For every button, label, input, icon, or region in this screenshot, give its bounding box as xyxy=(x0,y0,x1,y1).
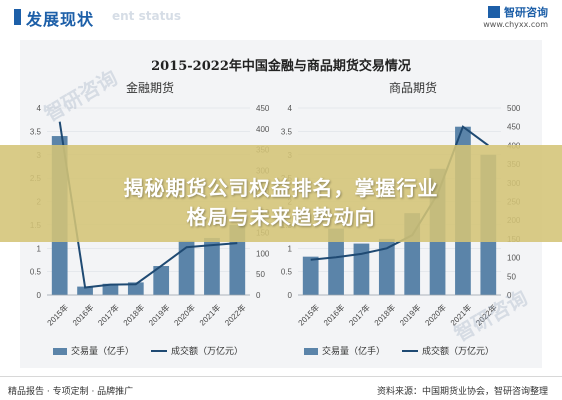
bar xyxy=(353,243,370,295)
bar xyxy=(178,240,195,295)
x-tick-label: 2018年 xyxy=(372,302,397,327)
x-tick-label: 2022年 xyxy=(223,302,248,327)
y-left-tick-label: 1 xyxy=(37,244,42,253)
y-right-tick-label: 450 xyxy=(507,123,521,132)
page-subtitle: ent status xyxy=(112,9,181,23)
y-right-tick-label: 100 xyxy=(256,249,270,258)
header-bar: 发展现状 ent status 智研咨询 www.chyxx.com xyxy=(0,0,562,32)
bar xyxy=(302,256,319,295)
brand-name: 智研咨询 xyxy=(483,4,548,20)
y-right-tick-label: 450 xyxy=(256,104,270,113)
subchart-title: 商品期货 xyxy=(389,80,437,95)
bar xyxy=(378,238,395,295)
y-right-tick-label: 0 xyxy=(507,291,512,300)
footer: 精品报告 · 专项定制 · 品牌推广 资料来源：中国期货业协会，智研咨询整理 xyxy=(0,376,562,400)
y-left-tick-label: 4 xyxy=(288,104,293,113)
y-left-tick-label: 1 xyxy=(288,244,293,253)
x-tick-label: 2020年 xyxy=(423,302,448,327)
y-right-tick-label: 100 xyxy=(507,254,521,263)
legend-line-label: 成交额（万亿元） xyxy=(171,345,243,356)
bar xyxy=(127,282,144,295)
chart-panel-title: 2015-2022年中国金融与商品期货交易情况 xyxy=(151,59,411,74)
legend-bar-swatch xyxy=(304,348,318,355)
footer-tagline: 精品报告 · 专项定制 · 品牌推广 xyxy=(8,387,134,397)
subchart-title: 金融期货 xyxy=(126,80,174,95)
legend-bar-swatch xyxy=(53,348,67,355)
bar xyxy=(77,286,93,295)
x-tick-label: 2019年 xyxy=(397,302,422,327)
y-left-tick-label: 0.5 xyxy=(30,268,42,277)
page-title: 发展现状 xyxy=(26,10,95,29)
x-tick-label: 2018年 xyxy=(121,302,146,327)
legend-line-label: 成交额（万亿元） xyxy=(422,345,494,356)
x-tick-label: 2015年 xyxy=(45,302,70,327)
brand-url: www.chyxx.com xyxy=(483,20,548,29)
x-tick-label: 2017年 xyxy=(96,302,121,327)
y-right-tick-label: 400 xyxy=(256,125,270,134)
footer-source: 资料来源：中国期货业协会，智研咨询整理 xyxy=(376,387,548,397)
brand: 智研咨询 www.chyxx.com xyxy=(483,4,548,29)
x-tick-label: 2016年 xyxy=(70,302,95,327)
y-right-tick-label: 50 xyxy=(256,270,265,279)
x-tick-label: 2016年 xyxy=(321,302,346,327)
x-tick-label: 2019年 xyxy=(146,302,171,327)
y-right-tick-label: 500 xyxy=(507,104,521,113)
legend-bar-label: 交易量（亿手） xyxy=(71,345,134,356)
x-tick-label: 2021年 xyxy=(197,302,222,327)
y-right-tick-label: 0 xyxy=(256,291,261,300)
y-left-tick-label: 4 xyxy=(37,104,42,113)
y-left-tick-label: 0 xyxy=(37,291,42,300)
header-accent-bar xyxy=(14,9,21,25)
headline-line-2: 格局与未来趋势动向 xyxy=(186,205,376,229)
y-left-tick-label: 3.5 xyxy=(30,127,42,136)
y-left-tick-label: 0.5 xyxy=(281,268,293,277)
series-line xyxy=(58,121,238,289)
y-left-tick-label: 0 xyxy=(288,291,293,300)
bar xyxy=(102,283,119,295)
headline-banner: 揭秘期货公司权益排名，掌握行业 格局与未来趋势动向 xyxy=(0,145,562,242)
x-tick-label: 2015年 xyxy=(296,302,321,327)
bar xyxy=(328,228,344,295)
y-left-tick-label: 3.5 xyxy=(281,127,293,136)
headline-line-1: 揭秘期货公司权益排名，掌握行业 xyxy=(123,176,439,200)
bar xyxy=(204,237,220,295)
x-tick-label: 2020年 xyxy=(172,302,197,327)
legend-bar-label: 交易量（亿手） xyxy=(322,345,385,356)
bar xyxy=(153,266,170,295)
y-right-tick-label: 50 xyxy=(507,272,516,281)
x-tick-label: 2017年 xyxy=(347,302,372,327)
brand-logo-icon xyxy=(488,6,500,18)
brand-name-text: 智研咨询 xyxy=(504,6,548,19)
